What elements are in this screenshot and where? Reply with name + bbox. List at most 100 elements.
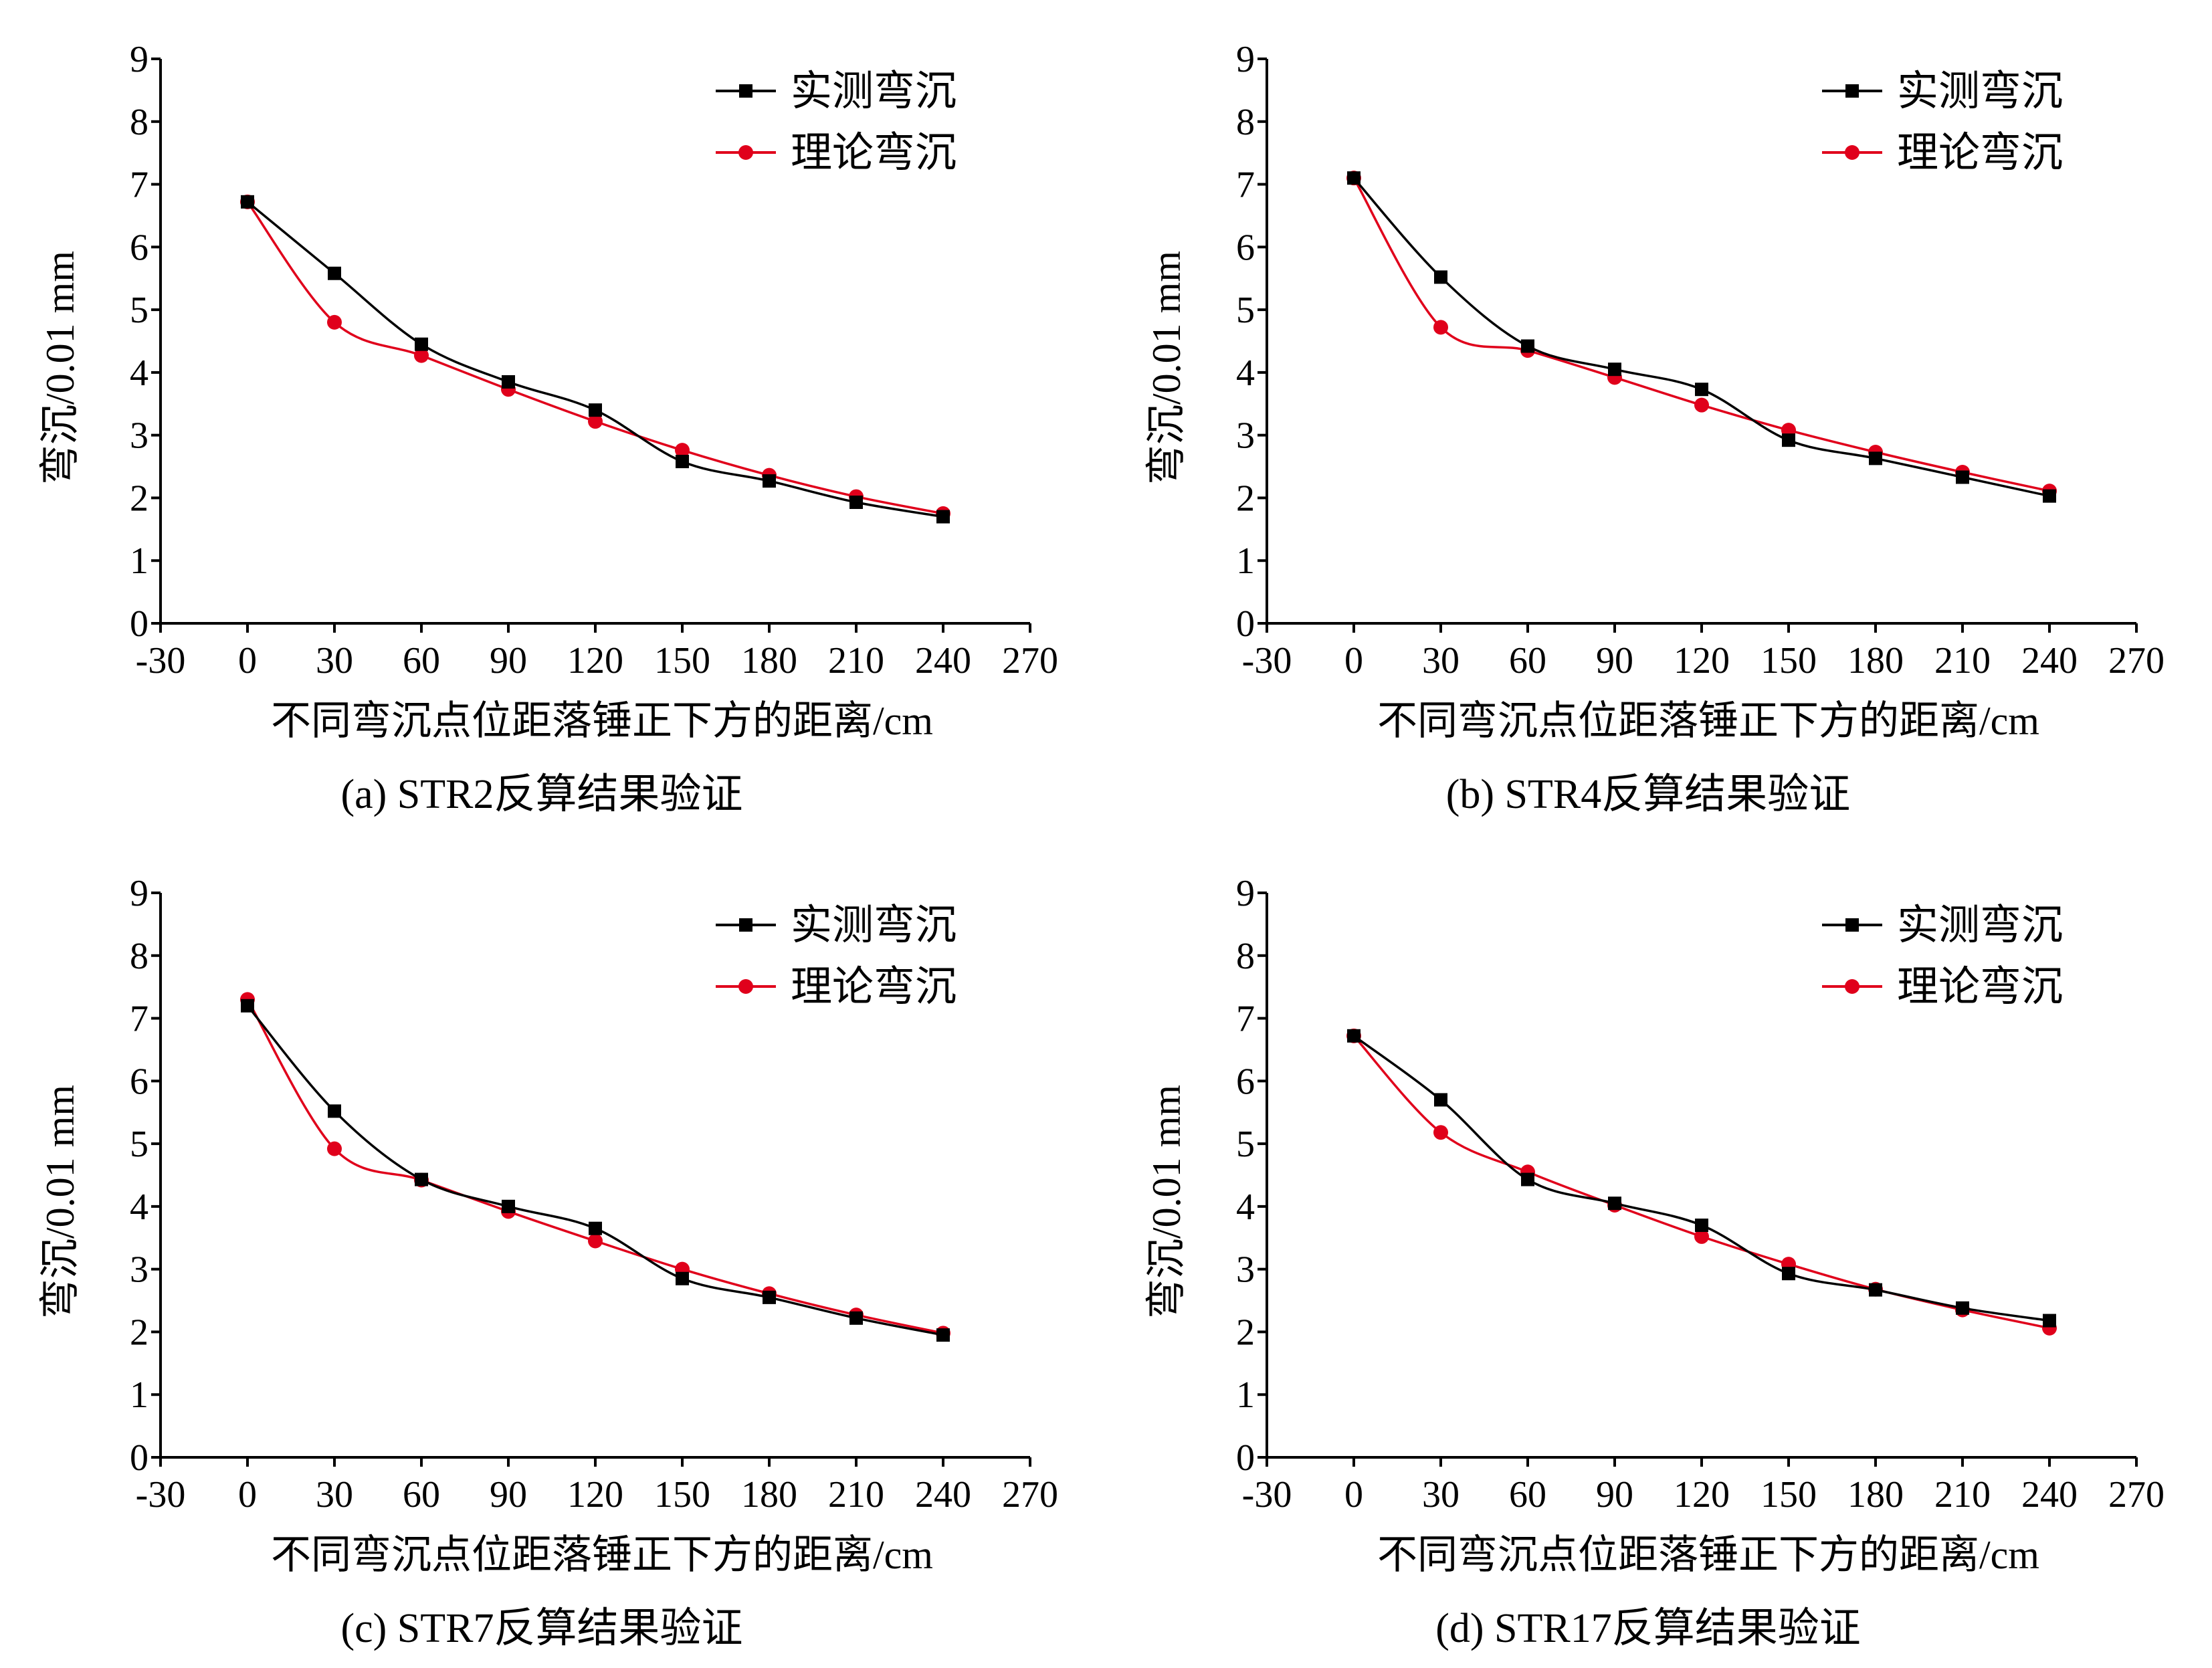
data-point: [1521, 1172, 1534, 1186]
y-tick-label: 5: [1236, 290, 1255, 331]
series-measured: [241, 195, 950, 524]
y-tick-label: 4: [1236, 1186, 1255, 1228]
data-point: [415, 1172, 428, 1186]
series-measured: [1347, 171, 2056, 503]
data-point: [589, 1221, 602, 1235]
x-tick-label: 240: [2021, 640, 2078, 682]
y-tick-label: 9: [130, 873, 148, 914]
x-tick-label: 60: [1509, 1474, 1546, 1516]
y-tick-label: 8: [1236, 936, 1255, 977]
data-point: [849, 1311, 863, 1325]
data-point: [1347, 171, 1361, 185]
x-tick-label: 30: [316, 640, 353, 682]
x-tick-label: 270: [2108, 1474, 2165, 1516]
series-measured: [241, 999, 950, 1342]
y-axis-title: 弯沉/0.01 mm: [1144, 251, 1189, 485]
y-tick-label: 4: [1236, 352, 1255, 394]
series-line: [246, 201, 944, 518]
data-point: [1433, 1125, 1448, 1140]
x-tick-label: 0: [1344, 640, 1363, 682]
legend-marker: [739, 84, 752, 98]
data-point: [1347, 1029, 1361, 1043]
x-tick-label: 180: [1847, 1474, 1904, 1516]
y-tick-label: 2: [1236, 1312, 1255, 1353]
series-theoretical: [240, 992, 950, 1341]
y-tick-label: 7: [130, 165, 148, 206]
y-tick-label: 6: [130, 1061, 148, 1102]
x-tick-label: -30: [1242, 1474, 1292, 1516]
series-line: [1352, 177, 2050, 492]
x-tick-label: 150: [654, 640, 710, 682]
data-point: [676, 1271, 689, 1285]
y-tick-label: 1: [1236, 540, 1255, 582]
data-point: [1434, 1093, 1447, 1107]
x-tick-label: 60: [403, 1474, 440, 1516]
y-tick-label: 1: [130, 1374, 148, 1416]
x-tick-label: 30: [1422, 1474, 1460, 1516]
y-tick-label: 0: [1236, 603, 1255, 645]
y-tick-label: 8: [130, 936, 148, 977]
x-tick-label: 30: [1422, 640, 1460, 682]
y-tick-label: 3: [1236, 1249, 1255, 1291]
x-tick-label: 30: [316, 1474, 353, 1516]
y-tick-label: 0: [130, 1437, 148, 1479]
x-tick-label: 180: [741, 640, 797, 682]
chart-caption: (d) STR17反算结果验证: [1435, 1606, 1861, 1651]
y-tick-label: 2: [130, 1312, 148, 1353]
y-tick-label: 1: [130, 540, 148, 582]
legend-label: 理论弯沉: [1897, 130, 2063, 176]
y-axis-title: 弯沉/0.01 mm: [38, 251, 82, 485]
chart-panel-d: 0 1 2 3 4 5 6 7 8 9 -30 0 30 60 90 120 150 180 210 240 270 不同…: [1106, 834, 2212, 1668]
legend-marker: [1845, 979, 1859, 994]
data-point: [676, 455, 689, 469]
x-tick-label: 60: [403, 640, 440, 682]
x-tick-label: 60: [1509, 640, 1546, 682]
y-axis-title: 弯沉/0.01 mm: [1144, 1085, 1189, 1319]
data-point: [328, 266, 341, 280]
legend-label: 理论弯沉: [791, 964, 957, 1010]
data-point: [241, 195, 254, 209]
x-tick-label: 120: [1674, 1474, 1730, 1516]
x-tick-label: 240: [915, 640, 971, 682]
x-tick-label: -30: [136, 640, 186, 682]
y-tick-label: 3: [130, 415, 148, 457]
y-tick-label: 0: [1236, 1437, 1255, 1479]
data-point: [327, 314, 342, 330]
data-point: [589, 403, 602, 417]
data-point: [1521, 339, 1534, 353]
data-point: [936, 1328, 950, 1342]
data-point: [502, 1199, 515, 1213]
legend-marker: [738, 979, 753, 994]
data-point: [1956, 1301, 1969, 1315]
legend-label: 理论弯沉: [1897, 964, 2063, 1010]
y-tick-label: 6: [1236, 1061, 1255, 1102]
y-tick-label: 1: [1236, 1374, 1255, 1416]
x-tick-label: 0: [238, 640, 257, 682]
chart-caption: (b) STR4反算结果验证: [1446, 772, 1851, 817]
series-line: [1352, 177, 2050, 498]
data-point: [1782, 433, 1795, 447]
y-tick-label: 6: [1236, 227, 1255, 268]
series-line: [1352, 1035, 2050, 1322]
x-tick-label: 210: [1934, 1474, 1991, 1516]
series-line: [246, 201, 944, 515]
x-tick-label: 0: [238, 1474, 257, 1516]
y-tick-label: 7: [1236, 165, 1255, 206]
data-point: [1694, 1229, 1709, 1244]
y-tick-label: 5: [1236, 1124, 1255, 1165]
x-tick-label: 90: [490, 640, 527, 682]
legend-label: 实测弯沉: [1897, 903, 2063, 948]
x-axis-title: 不同弯沉点位距落锤正下方的距离/cm: [1377, 699, 2039, 743]
x-tick-label: 210: [1934, 640, 1991, 682]
legend-marker: [738, 145, 753, 160]
data-point: [1695, 1219, 1708, 1233]
data-point: [1433, 320, 1448, 335]
legend-marker: [1845, 145, 1859, 160]
y-tick-label: 3: [130, 1249, 148, 1291]
x-tick-label: 210: [828, 1474, 884, 1516]
x-axis-title: 不同弯沉点位距落锤正下方的距离/cm: [1377, 1533, 2039, 1577]
